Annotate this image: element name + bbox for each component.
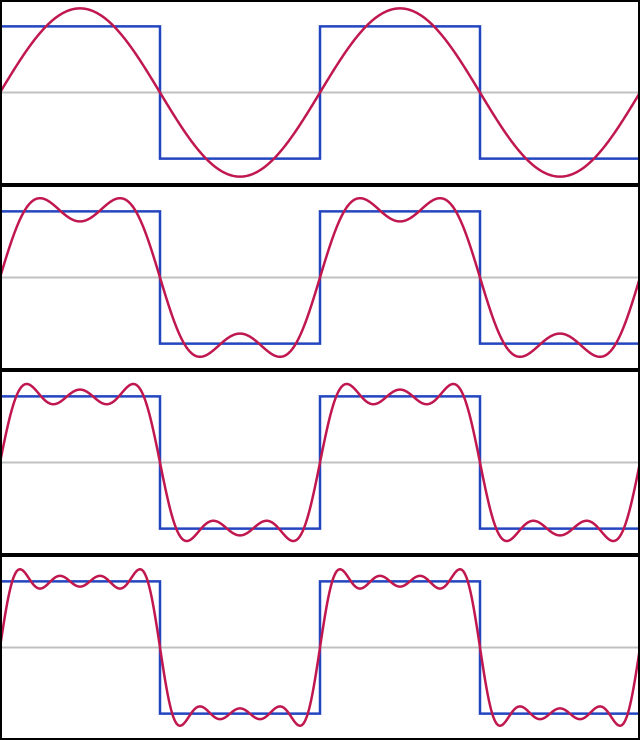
panel-border — [0, 555, 640, 740]
panel-border — [0, 185, 640, 370]
fourier-approximation-line — [0, 382, 640, 543]
panel-2 — [0, 185, 640, 370]
panel-border — [0, 370, 640, 555]
panel-4 — [0, 555, 640, 740]
fourier-approximation-line — [0, 196, 640, 359]
panel-border — [0, 0, 640, 185]
panel-3 — [0, 370, 640, 555]
fourier-approximation-line — [0, 568, 640, 727]
panel-1 — [0, 0, 640, 185]
fourier-approximation-line — [0, 7, 640, 178]
